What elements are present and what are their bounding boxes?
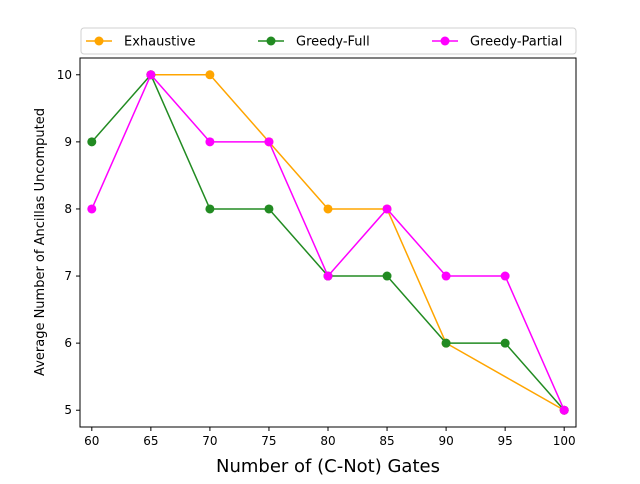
legend-label: Exhaustive bbox=[124, 35, 196, 50]
x-tick-label: 65 bbox=[143, 434, 158, 448]
data-point bbox=[382, 204, 392, 214]
data-point bbox=[441, 271, 451, 281]
legend-swatch-marker bbox=[266, 36, 276, 46]
x-axis-label: Number of (C-Not) Gates bbox=[216, 456, 440, 477]
data-point bbox=[500, 271, 510, 281]
series-layer bbox=[87, 70, 569, 415]
y-tick-label: 9 bbox=[64, 135, 72, 149]
y-tick-label: 10 bbox=[57, 68, 72, 82]
legend-entry: Greedy-Partial bbox=[432, 35, 562, 50]
data-point bbox=[559, 405, 569, 415]
x-tick-label: 100 bbox=[553, 434, 576, 448]
legend-entry: Exhaustive bbox=[86, 35, 196, 50]
y-tick-label: 7 bbox=[64, 269, 72, 283]
data-point bbox=[146, 70, 156, 80]
data-point bbox=[500, 338, 510, 348]
x-tick-label: 75 bbox=[261, 434, 276, 448]
data-point bbox=[205, 70, 215, 80]
legend-entry: Greedy-Full bbox=[258, 35, 370, 50]
data-point bbox=[205, 204, 215, 214]
data-point bbox=[264, 204, 274, 214]
data-point bbox=[382, 271, 392, 281]
legend-swatch-marker bbox=[94, 36, 104, 46]
x-tick-label: 95 bbox=[498, 434, 513, 448]
legend-label: Greedy-Partial bbox=[470, 35, 562, 50]
y-axis-label: Average Number of Ancillas Uncomputed bbox=[33, 108, 48, 376]
data-point bbox=[264, 137, 274, 147]
y-tick-label: 5 bbox=[64, 403, 72, 417]
y-tick-label: 8 bbox=[64, 202, 72, 216]
series-line bbox=[91, 74, 565, 411]
data-point bbox=[323, 204, 333, 214]
legend: Exhaustive Greedy-Full Greedy-Partial bbox=[80, 27, 577, 55]
legend-swatch-marker bbox=[440, 36, 450, 46]
data-point bbox=[205, 137, 215, 147]
data-point bbox=[323, 271, 333, 281]
x-tick-label: 90 bbox=[438, 434, 453, 448]
axes-frame bbox=[79, 57, 577, 428]
x-tick-label: 60 bbox=[84, 434, 99, 448]
x-axis-ticks: 60 65 70 75 80 85 90 95 100 bbox=[84, 427, 576, 448]
data-point bbox=[87, 204, 97, 214]
series-line bbox=[91, 74, 565, 411]
series-greedy-full bbox=[87, 70, 569, 415]
legend-frame bbox=[80, 27, 577, 55]
legend-label: Greedy-Full bbox=[296, 35, 370, 50]
x-tick-label: 70 bbox=[202, 434, 217, 448]
y-tick-label: 6 bbox=[64, 336, 72, 350]
data-point bbox=[441, 338, 451, 348]
y-axis-ticks: 5 6 7 8 9 10 bbox=[57, 68, 80, 417]
x-tick-label: 85 bbox=[379, 434, 394, 448]
series-greedy-partial bbox=[87, 70, 569, 415]
x-tick-label: 80 bbox=[320, 434, 335, 448]
data-point bbox=[87, 137, 97, 147]
